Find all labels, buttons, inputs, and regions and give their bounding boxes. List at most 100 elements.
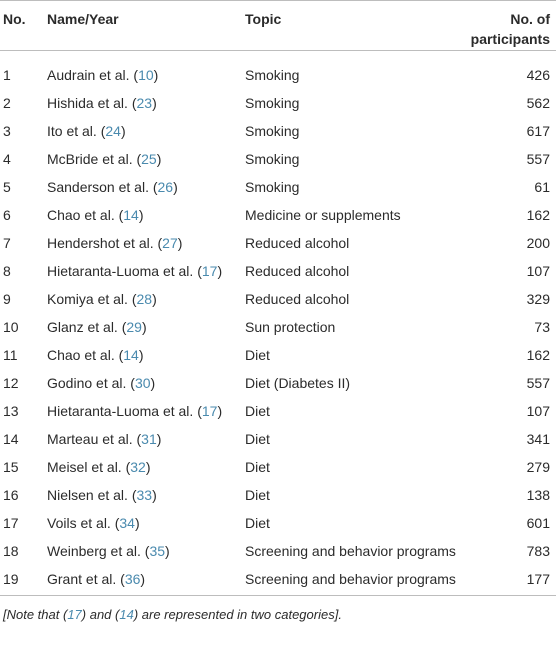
author-name: Komiya et al. (	[47, 291, 137, 307]
reference-link[interactable]: 31	[141, 431, 157, 447]
cell-participants: 557	[526, 151, 550, 167]
cell-participants: 279	[526, 459, 550, 475]
header-name-year: Name/Year	[47, 0, 245, 51]
close-paren: )	[156, 431, 162, 447]
close-paren: )	[165, 543, 170, 559]
reference-link[interactable]: 29	[126, 319, 142, 335]
reference-link[interactable]: 32	[130, 459, 146, 475]
table-body: 1 Audrain et al. (10) Smoking 426 2 Hishida e…	[0, 51, 556, 596]
cell-no: 12	[3, 375, 19, 391]
cell-name-year: Nielsen et al. (33)	[47, 481, 245, 509]
cell-name-year: Hietaranta-Luoma et al. (17)	[47, 257, 245, 285]
close-paren: )	[217, 403, 223, 419]
reference-link[interactable]: 25	[141, 151, 157, 167]
table-note: [Note that (17) and (14) are represented…	[0, 595, 556, 622]
note-prefix: [Note that (	[3, 607, 68, 622]
reference-link[interactable]: 23	[136, 95, 153, 111]
cell-topic: Diet	[245, 487, 270, 503]
reference-link[interactable]: 24	[105, 123, 121, 139]
cell-topic: Smoking	[245, 95, 300, 111]
author-name: Nielsen et al. (	[47, 487, 137, 503]
reference-link[interactable]: 17	[201, 403, 218, 419]
close-paren: )	[217, 263, 223, 279]
cell-participants: 200	[526, 235, 550, 251]
cell-participants: 61	[534, 179, 550, 195]
author-name: Glanz et al. (	[47, 319, 127, 335]
close-paren: )	[177, 235, 183, 251]
author-name: Voils et al. (	[47, 515, 120, 531]
cell-participants: 601	[526, 515, 550, 531]
cell-name-year: Hishida et al. (23)	[47, 89, 245, 117]
close-paren: )	[120, 123, 126, 139]
cell-no: 4	[3, 151, 11, 167]
table-row: 6 Chao et al. (14) Medicine or supplements…	[0, 201, 556, 229]
author-name: Godino et al. (	[47, 375, 135, 391]
cell-participants: 557	[526, 375, 550, 391]
cell-no: 16	[3, 487, 19, 503]
cell-no: 13	[3, 403, 19, 419]
cell-name-year: Weinberg et al. (35)	[47, 537, 245, 565]
table-container: No. Name/Year Topic No. of participants …	[0, 0, 556, 622]
participants-table: No. Name/Year Topic No. of participants …	[0, 0, 556, 622]
header-row: No. Name/Year Topic No. of participants	[0, 0, 556, 51]
close-paren: )	[156, 151, 162, 167]
note-ref-14[interactable]: 14	[119, 607, 134, 622]
cell-no: 2	[3, 95, 11, 111]
reference-link[interactable]: 14	[123, 207, 139, 223]
table-row: 5 Sanderson et al. (26) Smoking 61	[0, 173, 556, 201]
cell-participants: 138	[526, 487, 550, 503]
cell-no: 15	[3, 459, 19, 475]
reference-link[interactable]: 30	[134, 375, 151, 391]
cell-topic: Medicine or supplements	[245, 207, 401, 223]
author-name: Ito et al. (	[47, 123, 106, 139]
reference-link[interactable]: 17	[201, 263, 218, 279]
author-name: McBride et al. (	[47, 151, 142, 167]
author-name: Meisel et al. (	[47, 459, 131, 475]
cell-participants: 329	[526, 291, 550, 307]
cell-topic: Smoking	[245, 151, 300, 167]
cell-topic: Diet	[245, 459, 270, 475]
cell-topic: Diet	[245, 515, 270, 531]
cell-name-year: Grant et al. (36)	[47, 565, 245, 596]
reference-link[interactable]: 10	[138, 67, 154, 83]
cell-no: 17	[3, 515, 19, 531]
cell-topic: Sun protection	[245, 319, 336, 335]
author-name: Chao et al. (	[47, 347, 124, 363]
reference-link[interactable]: 34	[119, 515, 135, 531]
cell-name-year: Komiya et al. (28)	[47, 285, 245, 313]
reference-link[interactable]: 26	[157, 179, 174, 195]
cell-name-year: Audrain et al. (10)	[47, 51, 245, 90]
table-row: 16 Nielsen et al. (33) Diet 138	[0, 481, 556, 509]
table-row: 13 Hietaranta-Luoma et al. (17) Diet 107	[0, 397, 556, 425]
cell-name-year: Marteau et al. (31)	[47, 425, 245, 453]
cell-name-year: Ito et al. (24)	[47, 117, 245, 145]
table-row: 14 Marteau et al. (31) Diet 341	[0, 425, 556, 453]
cell-participants: 107	[526, 403, 550, 419]
reference-link[interactable]: 14	[123, 347, 139, 363]
close-paren: )	[152, 487, 157, 503]
note-suffix: ) are represented in two categories].	[133, 607, 342, 622]
reference-link[interactable]: 33	[136, 487, 153, 503]
reference-link[interactable]: 36	[124, 571, 141, 587]
cell-name-year: Hendershot et al. (27)	[47, 229, 245, 257]
cell-participants: 562	[526, 95, 550, 111]
note-ref-17[interactable]: 17	[67, 607, 82, 622]
header-participants-line1: No. of	[510, 11, 550, 27]
close-paren: )	[153, 67, 159, 83]
reference-link[interactable]: 27	[162, 235, 178, 251]
reference-link[interactable]: 35	[149, 543, 166, 559]
author-name: Hishida et al. (	[47, 95, 137, 111]
author-name: Chao et al. (	[47, 207, 124, 223]
table-row: 9 Komiya et al. (28) Reduced alcohol 329	[0, 285, 556, 313]
reference-link[interactable]: 28	[136, 291, 153, 307]
cell-participants: 783	[526, 543, 550, 559]
cell-no: 8	[3, 263, 11, 279]
cell-name-year: Hietaranta-Luoma et al. (17)	[47, 397, 245, 425]
cell-no: 3	[3, 123, 11, 139]
table-header: No. Name/Year Topic No. of participants	[0, 0, 556, 51]
header-participants-line2: participants	[470, 31, 550, 47]
cell-topic: Reduced alcohol	[245, 263, 350, 279]
cell-name-year: Meisel et al. (32)	[47, 453, 245, 481]
cell-name-year: McBride et al. (25)	[47, 145, 245, 173]
cell-topic: Smoking	[245, 67, 300, 83]
